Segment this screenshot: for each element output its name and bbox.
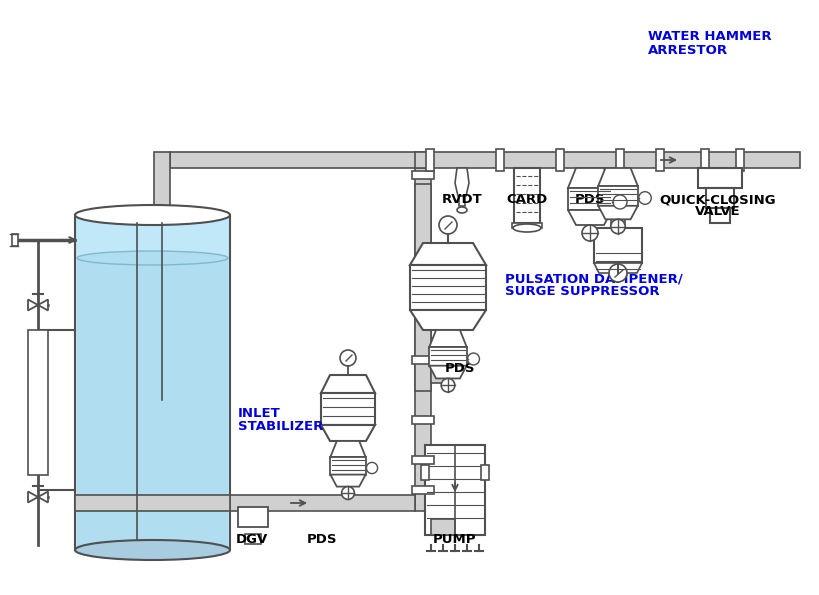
Bar bbox=[697, 168, 741, 188]
Bar bbox=[77, 258, 228, 548]
Circle shape bbox=[609, 264, 627, 282]
Bar bbox=[75, 215, 229, 550]
Ellipse shape bbox=[456, 207, 467, 213]
Text: PULSATION DAMPENER/: PULSATION DAMPENER/ bbox=[505, 272, 682, 285]
Bar bbox=[610, 168, 624, 228]
Circle shape bbox=[613, 195, 627, 209]
Circle shape bbox=[366, 462, 377, 474]
Text: PDS: PDS bbox=[574, 193, 604, 206]
Ellipse shape bbox=[75, 540, 229, 560]
Bar bbox=[229, 495, 414, 511]
Bar bbox=[411, 416, 433, 424]
Circle shape bbox=[441, 378, 455, 392]
Bar bbox=[593, 228, 641, 263]
Bar bbox=[411, 171, 433, 179]
Bar bbox=[709, 208, 729, 223]
Text: SURGE SUPPRESSOR: SURGE SUPPRESSOR bbox=[505, 285, 658, 298]
Circle shape bbox=[467, 353, 479, 365]
Bar bbox=[414, 184, 431, 391]
Ellipse shape bbox=[77, 251, 228, 265]
Text: PDS: PDS bbox=[444, 362, 475, 375]
Polygon shape bbox=[320, 375, 374, 393]
Bar bbox=[431, 519, 455, 535]
Bar bbox=[411, 356, 433, 364]
Polygon shape bbox=[38, 299, 48, 311]
Text: QUICK-CLOSING: QUICK-CLOSING bbox=[658, 193, 776, 206]
Bar bbox=[154, 152, 170, 223]
Bar bbox=[245, 534, 260, 544]
Polygon shape bbox=[28, 299, 38, 311]
Circle shape bbox=[438, 216, 456, 234]
Bar bbox=[170, 152, 799, 168]
Circle shape bbox=[340, 350, 355, 366]
Polygon shape bbox=[320, 425, 374, 441]
Bar bbox=[411, 266, 433, 274]
Text: PDS: PDS bbox=[306, 533, 337, 546]
Bar bbox=[426, 149, 433, 171]
Bar bbox=[28, 330, 48, 475]
Polygon shape bbox=[410, 310, 486, 330]
Bar bbox=[700, 149, 708, 171]
Polygon shape bbox=[28, 491, 38, 503]
Bar bbox=[459, 196, 464, 206]
Text: CARD: CARD bbox=[506, 193, 547, 206]
Bar bbox=[705, 188, 733, 208]
Text: DGV: DGV bbox=[236, 533, 268, 546]
Bar bbox=[410, 265, 486, 310]
Bar bbox=[238, 507, 268, 527]
Bar bbox=[514, 168, 540, 223]
Bar bbox=[615, 149, 623, 171]
Polygon shape bbox=[38, 491, 48, 503]
Text: INLET: INLET bbox=[238, 407, 280, 420]
Bar bbox=[414, 168, 431, 511]
Bar bbox=[320, 393, 374, 425]
Text: WATER HAMMER: WATER HAMMER bbox=[647, 30, 771, 43]
Bar bbox=[330, 457, 365, 475]
Circle shape bbox=[581, 225, 597, 241]
Circle shape bbox=[342, 487, 354, 499]
Bar bbox=[429, 347, 466, 366]
Polygon shape bbox=[455, 168, 468, 196]
Polygon shape bbox=[330, 475, 365, 487]
Bar bbox=[495, 149, 504, 171]
Ellipse shape bbox=[513, 224, 541, 232]
Bar bbox=[735, 149, 743, 171]
Bar bbox=[424, 445, 484, 535]
Bar bbox=[431, 367, 447, 383]
Bar bbox=[411, 456, 433, 464]
Polygon shape bbox=[568, 210, 611, 225]
Bar bbox=[568, 188, 611, 210]
Bar bbox=[481, 465, 488, 480]
Polygon shape bbox=[410, 243, 486, 265]
Polygon shape bbox=[429, 366, 466, 378]
Text: RVDT: RVDT bbox=[441, 193, 482, 206]
Bar bbox=[411, 486, 433, 494]
Bar bbox=[75, 495, 229, 511]
Text: ARRESTOR: ARRESTOR bbox=[647, 44, 727, 57]
Polygon shape bbox=[568, 168, 611, 188]
Bar bbox=[598, 186, 637, 206]
Text: STABILIZER: STABILIZER bbox=[238, 420, 323, 433]
Bar bbox=[511, 223, 541, 228]
Polygon shape bbox=[598, 206, 637, 220]
Ellipse shape bbox=[75, 205, 229, 225]
Polygon shape bbox=[330, 441, 365, 457]
Text: VALVE: VALVE bbox=[695, 205, 740, 218]
Circle shape bbox=[610, 220, 624, 234]
Polygon shape bbox=[429, 330, 466, 347]
Polygon shape bbox=[593, 263, 641, 273]
Bar bbox=[414, 152, 431, 168]
Bar bbox=[12, 234, 18, 246]
Circle shape bbox=[638, 192, 650, 204]
Bar bbox=[420, 465, 428, 480]
Polygon shape bbox=[598, 168, 637, 186]
Text: PUMP: PUMP bbox=[432, 533, 476, 546]
Bar bbox=[655, 149, 663, 171]
Bar bbox=[555, 149, 563, 171]
